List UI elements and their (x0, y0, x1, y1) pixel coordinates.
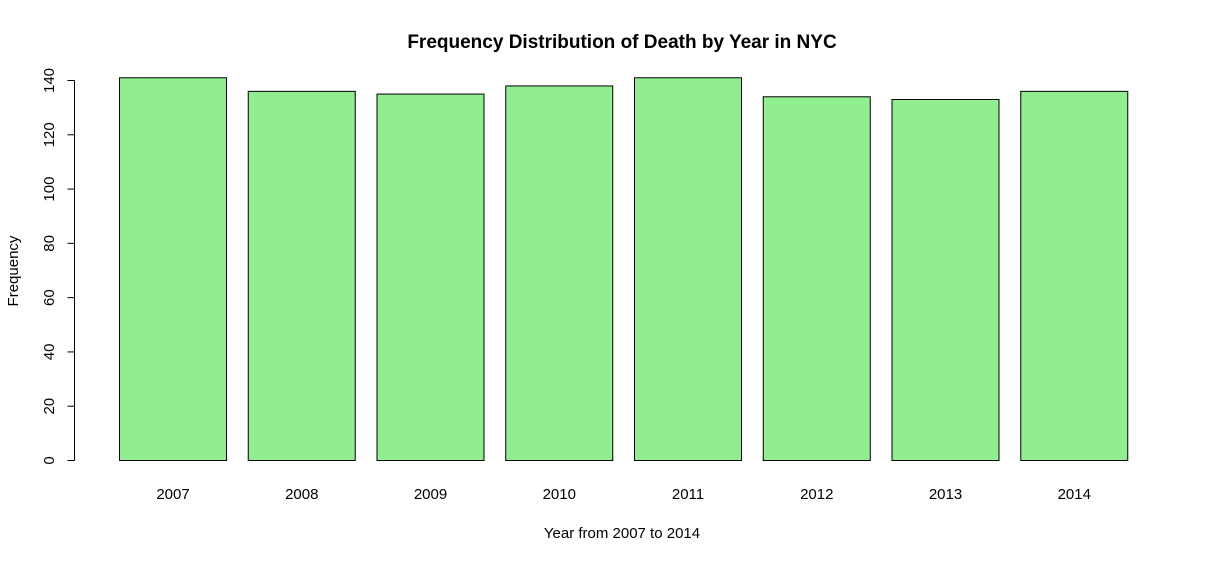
bar-2013 (891, 99, 1000, 461)
y-tick-label: 120 (41, 122, 58, 147)
y-axis: 0 20 40 60 80 100 120 140 (41, 68, 75, 465)
bar-2007 (119, 77, 227, 462)
x-tick-labels: 2007 2008 2009 2010 2011 2012 2013 2014 (156, 486, 1091, 503)
bar-2012 (762, 96, 871, 462)
bar-2008 (247, 90, 356, 461)
y-tick-label: 40 (41, 344, 58, 361)
bar-2014 (1020, 90, 1129, 461)
x-axis-label: Year from 2007 to 2014 (544, 525, 700, 542)
bar-2010 (505, 85, 614, 462)
x-tick-label: 2014 (1058, 486, 1091, 503)
x-tick-label: 2008 (285, 486, 318, 503)
x-tick-label: 2009 (414, 486, 447, 503)
chart-title: Frequency Distribution of Death by Year … (407, 32, 837, 53)
y-tick-label: 80 (41, 235, 58, 252)
x-tick-label: 2007 (156, 486, 189, 503)
bars-group (119, 77, 1129, 462)
y-axis-label: Frequency (5, 235, 22, 306)
y-tick-label: 140 (41, 68, 58, 93)
y-tick-label: 60 (41, 289, 58, 306)
y-tick-label: 100 (41, 177, 58, 202)
x-tick-label: 2010 (543, 486, 576, 503)
x-tick-label: 2012 (800, 486, 833, 503)
y-tick-label: 20 (41, 398, 58, 415)
bar-2011 (634, 77, 742, 462)
x-tick-label: 2011 (672, 486, 704, 503)
x-tick-label: 2013 (929, 486, 962, 503)
y-tick-label: 0 (41, 456, 58, 464)
bar-2009 (376, 93, 485, 461)
